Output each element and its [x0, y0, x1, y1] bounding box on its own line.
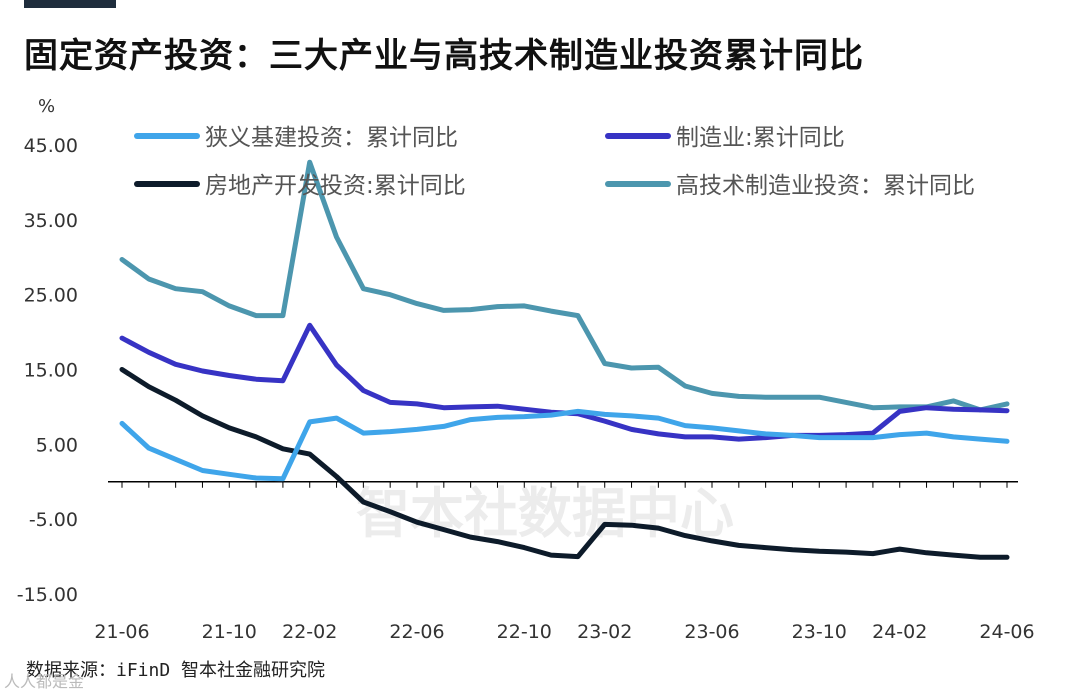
x-tick-label: 21-06 [94, 621, 149, 643]
legend-label-4: 高技术制造业投资：累计同比 [676, 173, 975, 199]
chart-watermark: 智本社数据中心 [356, 482, 734, 545]
y-tick-label: 35.00 [24, 210, 78, 232]
title-accent-bar [24, 0, 116, 8]
legend-label-2: 制造业:累计同比 [676, 125, 845, 151]
x-tick-label: 24-02 [872, 621, 927, 643]
y-tick-label: 25.00 [24, 285, 78, 307]
x-tick-label: 23-02 [577, 621, 632, 643]
x-tick-label: 22-02 [282, 621, 337, 643]
x-tick-label: 23-10 [792, 621, 847, 643]
line-chart: 智本社数据中心 % 45.00 35.00 25.00 15.00 5.00 -5.00 -… [17, 96, 1035, 643]
series-line-2 [119, 322, 1010, 442]
y-tick-label: 15.00 [24, 360, 78, 382]
x-tick-label: 22-10 [497, 621, 552, 643]
legend-label-3: 房地产开发投资:累计同比 [205, 173, 466, 199]
series-line-3 [119, 367, 1010, 560]
corner-watermark: 人人都是金 [4, 672, 85, 691]
series-line-1 [119, 408, 1010, 482]
legend-label-1: 狭义基建投资：累计同比 [205, 125, 458, 151]
y-tick-label: 5.00 [36, 434, 78, 456]
y-axis-unit: % [38, 96, 55, 117]
page-title: 固定资产投资：三大产业与高技术制造业投资累计同比 [24, 36, 864, 76]
y-tick-label: 45.00 [24, 135, 78, 157]
x-tick-label: 22-06 [389, 621, 444, 643]
y-tick-label: -15.00 [17, 584, 78, 606]
x-tick-label: 24-06 [979, 621, 1034, 643]
x-tick-label: 21-10 [202, 621, 257, 643]
y-tick-label: -5.00 [29, 509, 78, 531]
x-tick-label: 23-06 [684, 621, 739, 643]
data-source-note: 数据来源：iFinD 智本社金融研究院 [26, 660, 326, 681]
series-line-4 [119, 159, 1010, 413]
